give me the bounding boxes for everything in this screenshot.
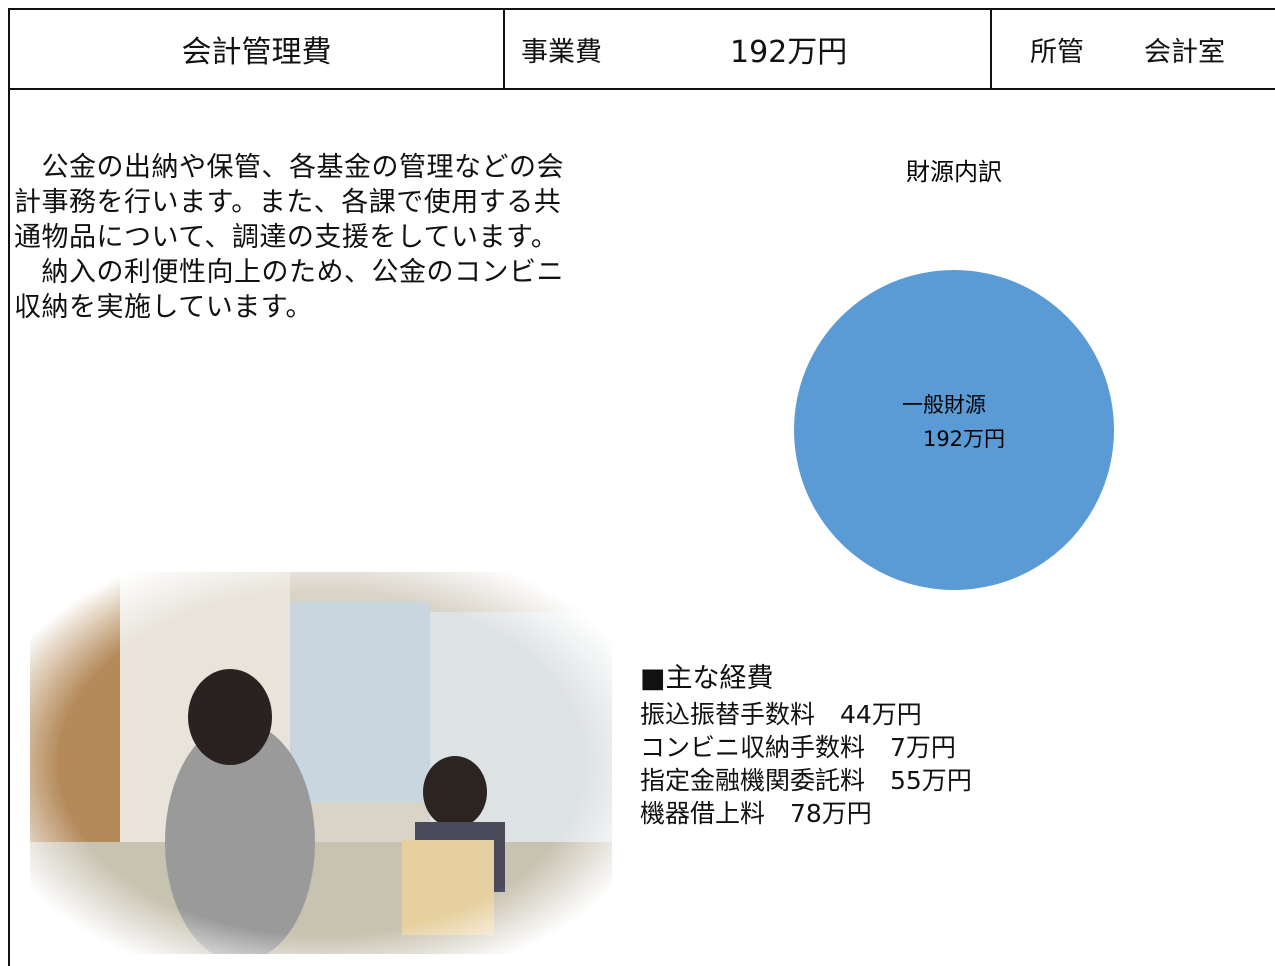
cost-value: 192万円 [730, 27, 847, 71]
description-line: 収納を実施しています。 [14, 290, 564, 325]
dept-value: 会計室 [1144, 30, 1225, 69]
description-line: 納入の利便性向上のため、公金のコンビニ [14, 255, 564, 290]
expense-item: 振込振替手数料 44万円 [640, 698, 972, 731]
slice-value-label: 192万円 [923, 427, 1005, 451]
expense-item: コンビニ収納手数料 7万円 [640, 731, 972, 764]
chart: 財源内訳 一般財源 192万円 [760, 140, 1160, 600]
photo [30, 572, 612, 954]
description-line: 通物品について、調達の支援をしています。 [14, 220, 564, 255]
description-line: 計事務を行います。また、各課で使用する共 [14, 185, 564, 220]
page: 会計管理費 事業費 192万円 所管 会計室 公金の出納や保管、各基金の管理など… [0, 0, 1275, 966]
expense-item: 指定金融機関委託料 55万円 [640, 764, 972, 797]
cost-label: 事業費 [521, 30, 602, 69]
left-border [8, 88, 10, 966]
header-cost-cell: 事業費 192万円 [503, 8, 992, 90]
expenses: ■主な経費 振込振替手数料 44万円コンビニ収納手数料 7万円指定金融機関委託料… [640, 660, 972, 830]
description-line: 公金の出納や保管、各基金の管理などの会 [14, 150, 564, 185]
dept-label: 所管 [1030, 30, 1084, 69]
header-title: 会計管理費 [182, 27, 332, 71]
description: 公金の出納や保管、各基金の管理などの会計事務を行います。また、各課で使用する共通… [14, 150, 564, 325]
expense-item: 機器借上料 78万円 [640, 797, 972, 830]
slice-label: 一般財源 [902, 393, 986, 417]
header-dept-cell: 所管 会計室 [990, 8, 1275, 90]
chart-title: 財源内訳 [906, 158, 1002, 186]
expenses-heading: ■主な経費 [640, 660, 972, 698]
header-title-cell: 会計管理費 [8, 8, 505, 90]
